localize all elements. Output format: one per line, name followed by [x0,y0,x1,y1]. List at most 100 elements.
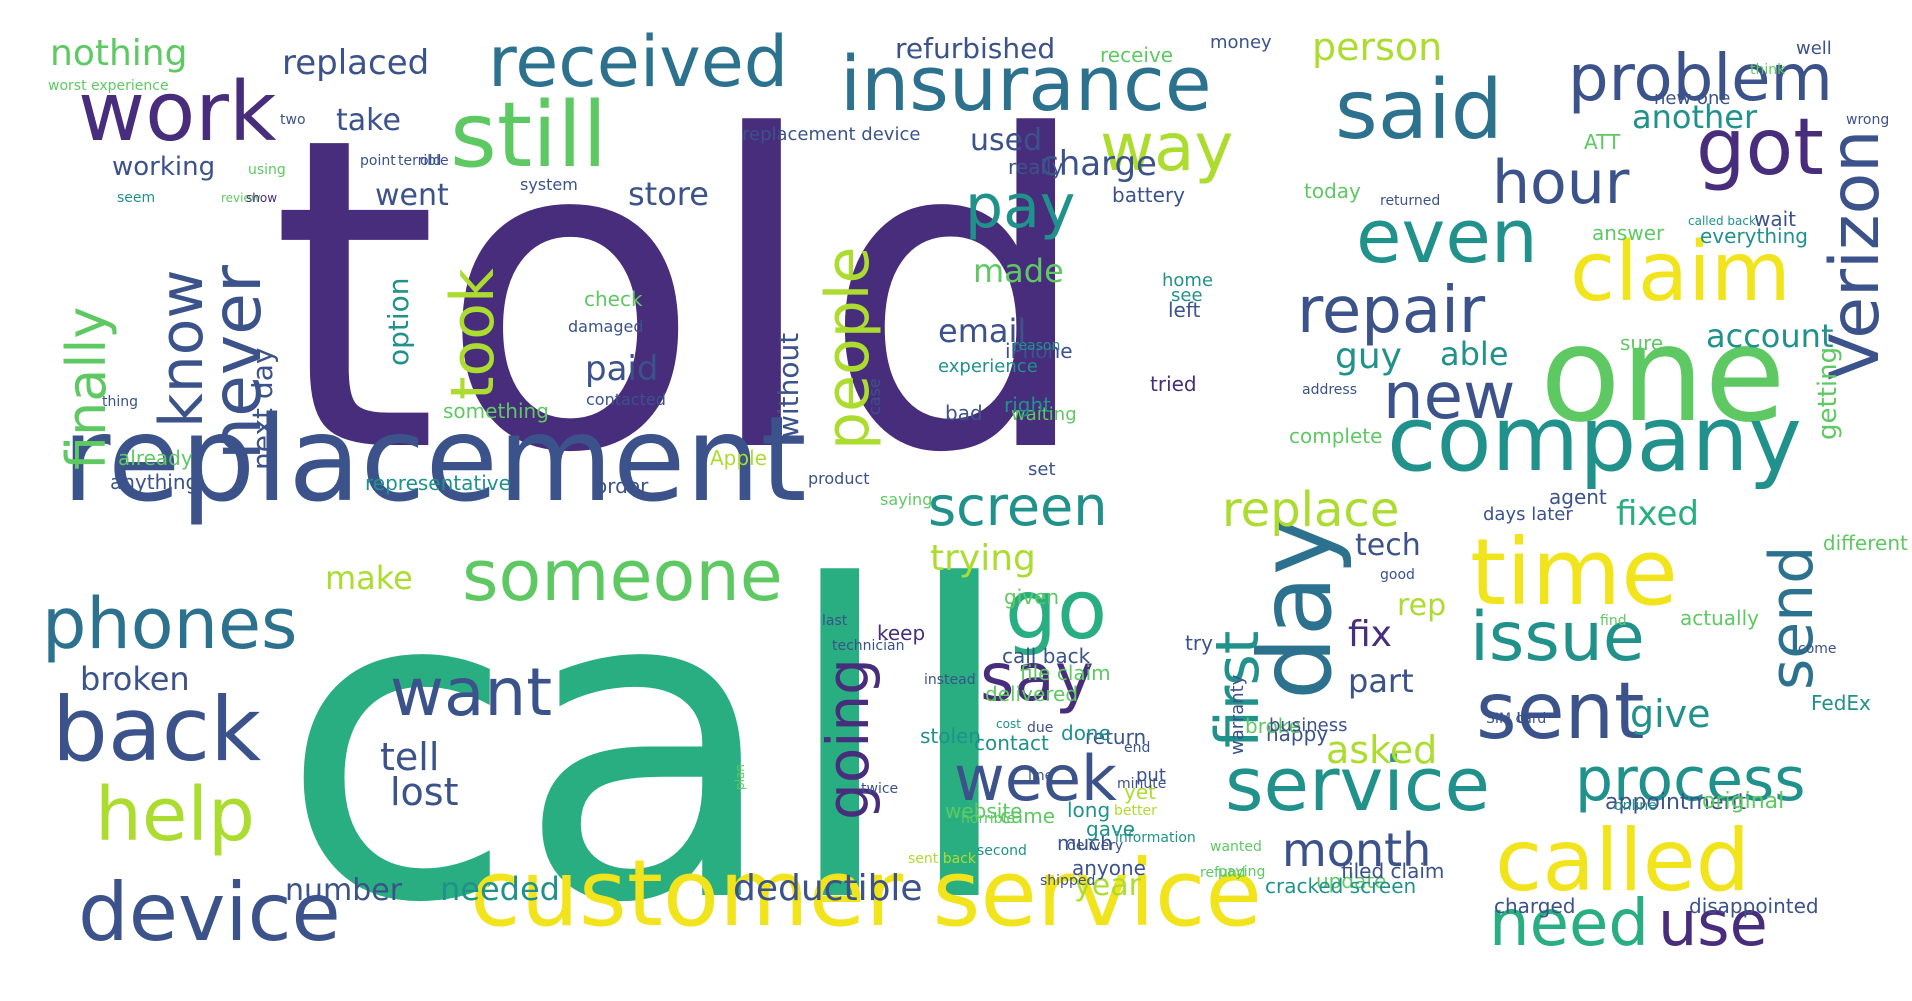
word-website: website [945,799,1022,823]
word-review: review [221,191,261,205]
word-plan: plan [733,764,747,790]
word-fedex: FedEx [1811,691,1871,715]
word-find: find [1600,613,1627,629]
word-first: first [1203,631,1273,748]
word-claim: claim [1570,225,1791,320]
word-go: go [1005,563,1107,658]
word-come: come [1798,641,1837,657]
word-two: two [280,112,306,128]
word-given: given [1004,585,1059,609]
word-wanted: wanted [1210,839,1262,855]
word-device: device [78,866,341,959]
word-needed: needed [440,870,560,908]
word-option: option [382,277,415,366]
word-sent-back: sent back [908,851,977,867]
word-going: going [814,658,882,820]
word-repair: repair [1297,274,1486,348]
word-file-claim: file claim [1020,661,1111,685]
word-never: never [198,265,277,460]
word-told: told [270,47,1094,547]
word-getting: getting [1813,347,1843,440]
word-store: store [628,175,709,213]
word-order: order [595,474,649,498]
word-back: back [52,678,261,781]
word-said: said [1335,63,1503,158]
word-product: product [808,469,870,488]
word-able: able [1440,335,1509,373]
word-wait: wait [1754,207,1796,231]
word-agent: agent [1549,485,1607,509]
word-yet: yet [1124,780,1156,804]
word-information: information [1115,830,1196,846]
word-cracked-screen: cracked screen [1265,874,1416,898]
word-original: original [1702,789,1784,814]
word-worst-experience: worst experience [48,78,169,94]
word-point: point [360,153,396,169]
word-iphone: iPhone [1005,339,1073,363]
word-contacted: contacted [586,390,666,409]
word-still: still [450,83,607,188]
word-guy: guy [1335,336,1402,377]
word-replacement: replacement [62,390,807,528]
word-came: came [1000,804,1055,828]
word-know: know [147,269,217,428]
word-sent: sent [1476,667,1645,757]
word-verizon: Verizon [1816,130,1895,380]
word-fix: fix [1348,614,1392,655]
word-home: home [1162,270,1213,291]
word-saying: saying [880,490,932,509]
word-case: case [865,378,884,415]
word-send: send [1757,546,1827,690]
word-fixed: fixed [1616,494,1699,534]
word-returned: returned [1380,193,1440,209]
word-anything: anything [110,470,198,494]
word-help: help [95,772,255,858]
word-appointment: appointment [1605,790,1746,815]
word-online: online [1614,798,1657,814]
word-hour: hour [1492,148,1630,218]
word-bad: bad [945,401,983,425]
word-email: email [938,312,1026,350]
word-delivery: delivery [1067,838,1123,854]
word-reason: reason [1013,338,1060,354]
word-instead: instead [924,672,976,688]
word-representative: representative [365,471,511,495]
word-give: give [1630,692,1711,736]
word-broke: broke [1245,714,1301,738]
word-insurance: insurance [840,39,1212,128]
word-deductible: deductible [733,868,923,909]
word-see: see [1171,285,1203,306]
word-stolen: stolen [920,724,981,748]
word-shipped: shipped [1040,873,1095,889]
word-tried: tried [1150,372,1197,396]
word-right: right [1004,393,1051,417]
word-refund: refund [1200,865,1246,881]
word-happy: happy [1266,722,1328,746]
word-called: called [1495,811,1750,911]
word-paid: paid [585,349,658,389]
word-screen: screen [928,475,1108,538]
word-called-back: called back [1688,214,1756,228]
word-set: set [1028,459,1056,480]
word-way: way [1100,109,1233,186]
word-different: different [1823,531,1908,555]
word-u: u [1516,704,1529,728]
word-person: person [1312,25,1442,69]
word-long: long [1067,798,1110,822]
word-took: took [438,268,508,400]
word-today: today [1304,179,1361,203]
word-service: service [1225,742,1490,828]
word-good: good [1380,567,1415,583]
word-company: company [1387,387,1802,492]
word-much: much [1057,831,1113,855]
word-delivered: delivered [985,682,1078,706]
word-rep: rep [1397,588,1446,623]
word-even: even [1356,194,1538,280]
word-keep: keep [877,621,925,645]
word-call: call [280,497,1019,997]
word-working: working [112,152,215,182]
word-left: left [1168,298,1201,322]
word-one: one [1540,298,1786,452]
